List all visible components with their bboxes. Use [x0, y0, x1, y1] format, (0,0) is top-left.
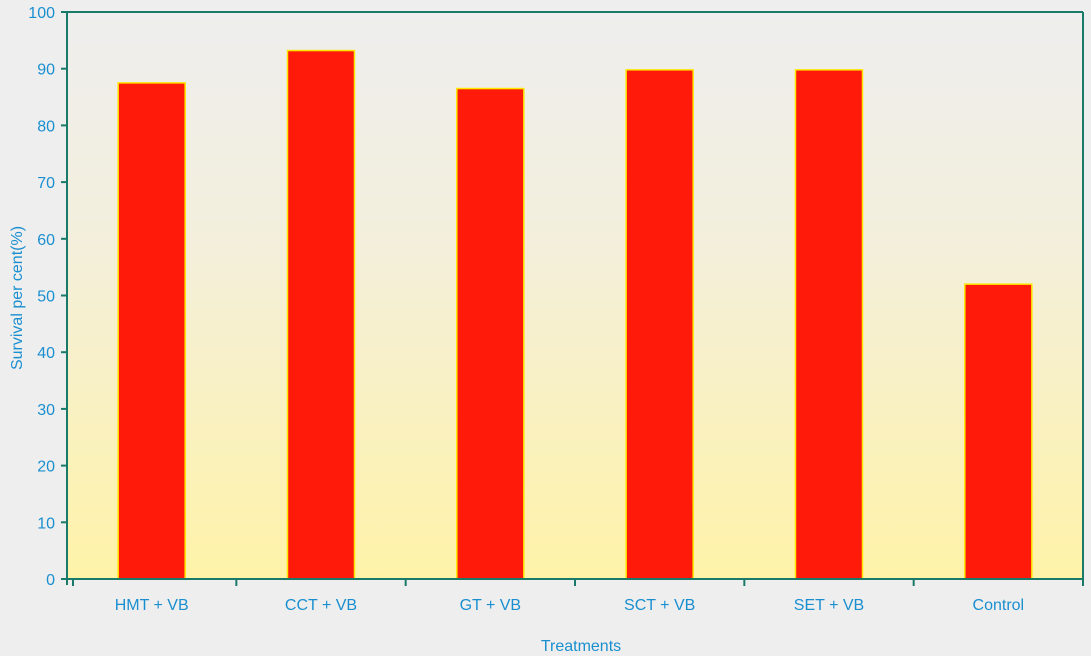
y-tick-label: 90 — [37, 62, 55, 79]
y-axis-title: Survival per cent(%) — [9, 226, 26, 370]
bar-sct-vb — [625, 69, 694, 580]
bar-control — [964, 283, 1033, 580]
y-tick-label: 70 — [37, 175, 55, 192]
x-tick-label: CCT + VB — [285, 597, 357, 614]
y-tick-label: 30 — [37, 402, 55, 419]
bars-group — [117, 49, 1033, 580]
bar-cct-vb — [286, 49, 356, 580]
x-tick-label: Control — [973, 597, 1025, 614]
y-tick-label: 10 — [37, 515, 55, 532]
plot-area — [67, 12, 1083, 579]
y-tick-label: 100 — [28, 5, 55, 22]
axes-group — [61, 11, 1084, 585]
x-tick-label: GT + VB — [460, 597, 522, 614]
y-tick-label: 40 — [37, 345, 55, 362]
y-tick-label: 0 — [46, 572, 55, 589]
bar-set-vb — [794, 69, 864, 580]
x-tick-label: HMT + VB — [115, 597, 189, 614]
y-ticks-group: 0 10 20 30 40 50 60 70 80 90 100 — [28, 5, 67, 589]
y-tick-label: 50 — [37, 289, 55, 306]
bar-hmt-vb — [117, 82, 186, 580]
x-axis-title: Treatments — [541, 638, 621, 655]
y-tick-label: 80 — [37, 118, 55, 135]
y-tick-label: 60 — [37, 232, 55, 249]
bar-gt-vb — [456, 87, 525, 580]
x-tick-label: SCT + VB — [624, 597, 695, 614]
x-ticks-group: HMT + VB CCT + VB GT + VB SCT + VB SET + VB C… — [72, 579, 1084, 614]
y-tick-label: 20 — [37, 459, 55, 476]
x-tick-label: SET + VB — [794, 597, 864, 614]
